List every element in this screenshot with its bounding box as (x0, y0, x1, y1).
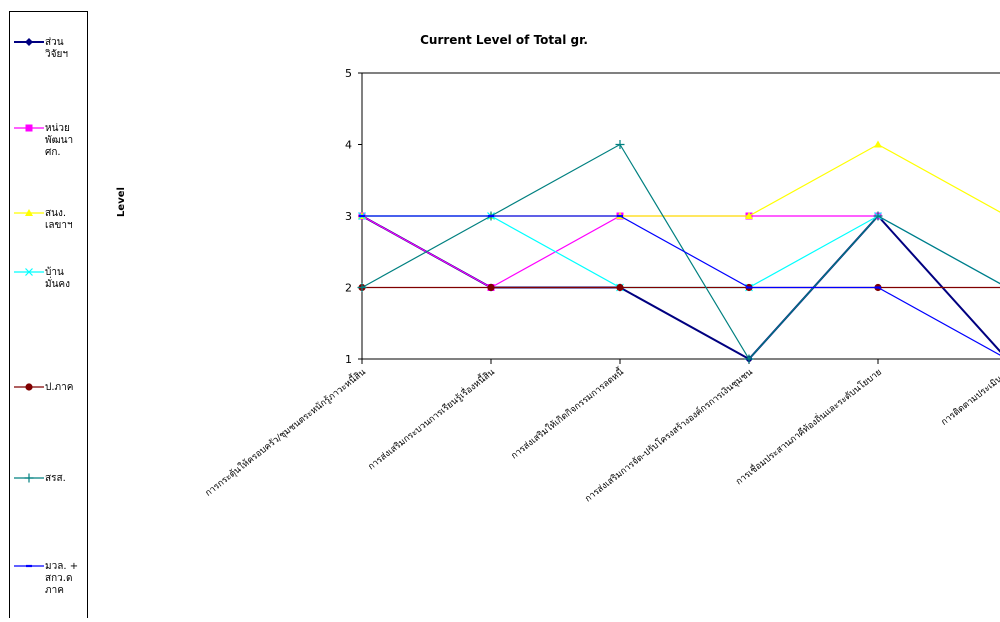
y-tick-label: 5 (345, 67, 352, 80)
y-tick-label: 2 (345, 282, 352, 295)
legend-label: ป.ภาค (45, 382, 73, 393)
legend-frame (10, 12, 88, 619)
series-4 (359, 213, 1000, 292)
series-line (362, 216, 1000, 288)
data-point (874, 141, 882, 148)
legend-swatch-marker (26, 125, 33, 132)
x-tick-label: การเชื่อมประสานภาคีท้องถิ่นและระดับนโยบา… (732, 365, 883, 487)
x-tick-label: การส่งเสริมให้เกิดกิจกรรมการลดหนี้ (508, 365, 627, 462)
x-tick-label: การกระตุ้นให้ครอบครัว/ชุมชนตระหนักรู้ภาว… (202, 365, 368, 499)
series-line (362, 216, 1000, 288)
series-6 (358, 140, 1000, 364)
series-3 (358, 141, 1000, 220)
chart-title: Current Level of Total gr. (420, 33, 588, 47)
legend-label: สรส. (45, 473, 66, 484)
y-tick-label: 4 (345, 139, 352, 152)
y-tick-label: 1 (345, 353, 352, 366)
series-5 (358, 284, 1000, 291)
series-2 (359, 213, 1000, 292)
data-point (358, 283, 367, 292)
data-point (487, 284, 494, 291)
x-tick-label: การติดตามประเมินผล (939, 367, 1000, 428)
series-line (362, 145, 1000, 217)
data-point (616, 140, 625, 149)
y-axis-label: Level (116, 187, 127, 217)
plot-area: 1 2 3 4 5 การกระตุ้นให้ครอบครัว/ชุมชนตระหนักร… (202, 67, 1000, 504)
series-line (362, 145, 1000, 360)
data-point (616, 284, 623, 291)
legend-swatch-marker (25, 383, 32, 390)
x-tick-label: การส่งเสริมกระบวนการเรียนรู้เรื่องหนี้สิ… (365, 365, 497, 472)
y-tick-label: 3 (345, 210, 352, 223)
